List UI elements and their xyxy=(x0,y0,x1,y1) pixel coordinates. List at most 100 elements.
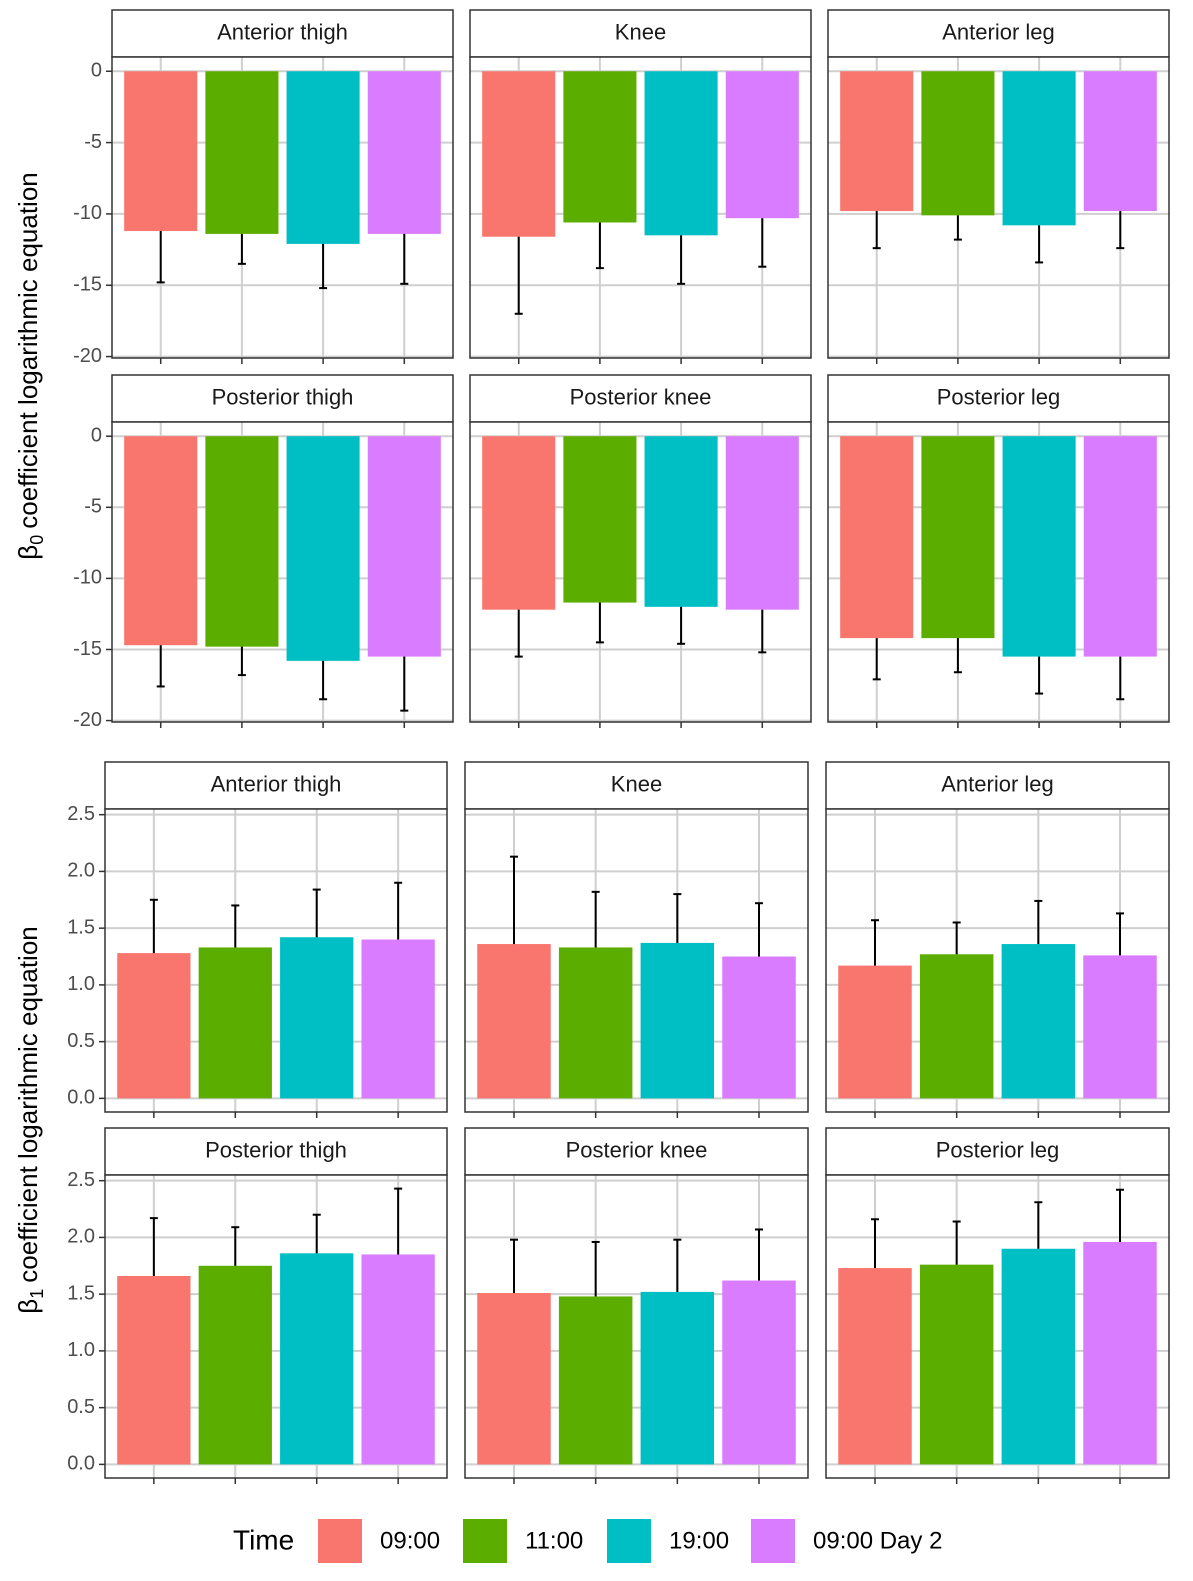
bar xyxy=(1083,955,1157,1099)
y-tick-label: 1.0 xyxy=(67,973,95,995)
facet-strip xyxy=(827,374,1170,423)
bar xyxy=(558,947,633,1099)
bar xyxy=(477,944,551,1099)
bar xyxy=(563,71,637,223)
bar xyxy=(919,1264,994,1465)
bar xyxy=(725,71,799,219)
bar xyxy=(124,436,198,646)
bar xyxy=(1083,436,1157,657)
y-axis-label: β0 coefficient logarithmic equation xyxy=(13,172,47,560)
bar xyxy=(477,1293,551,1465)
panel-border xyxy=(464,808,809,1113)
y-tick-label: 2.5 xyxy=(67,803,95,825)
facet-title: Posterior leg xyxy=(936,1137,1060,1162)
facet-title: Posterior knee xyxy=(566,1137,708,1162)
facet-title: Anterior thigh xyxy=(217,19,348,44)
legend-key xyxy=(607,1519,651,1563)
y-axis-label-subscript: 0 xyxy=(27,535,47,545)
legend-label: 09:00 Day 2 xyxy=(813,1527,942,1554)
bar xyxy=(1002,71,1076,226)
facet-title: Knee xyxy=(615,19,666,44)
bar xyxy=(117,1276,191,1465)
legend-key xyxy=(318,1519,362,1563)
y-tick-label: -15 xyxy=(73,638,102,660)
facet-strip xyxy=(464,1127,809,1176)
y-axis-label-text: coefficient logarithmic equation xyxy=(13,926,43,1283)
bar xyxy=(563,436,637,603)
bar xyxy=(919,954,994,1099)
facet-strip xyxy=(111,374,454,423)
y-tick-label: -15 xyxy=(73,274,102,296)
panel-border xyxy=(827,56,1170,359)
bar xyxy=(198,947,272,1099)
bar xyxy=(482,436,556,610)
y-tick-label: 0.5 xyxy=(67,1396,95,1418)
bar xyxy=(1083,1241,1157,1465)
bar xyxy=(124,71,198,232)
facet-strip xyxy=(827,9,1170,58)
bar xyxy=(644,71,718,236)
bar xyxy=(558,1296,633,1465)
bar xyxy=(1001,1248,1076,1465)
panel-border xyxy=(827,421,1170,723)
legend-label: 11:00 xyxy=(525,1527,583,1554)
y-tick-label: 1.0 xyxy=(67,1339,95,1361)
y-axis-label: β1 coefficient logarithmic equation xyxy=(13,926,47,1314)
facet-title: Posterior knee xyxy=(570,384,712,409)
facet-strip xyxy=(104,1127,448,1176)
bar xyxy=(644,436,718,607)
facet-title: Anterior leg xyxy=(941,771,1054,796)
facet-strip xyxy=(464,761,809,810)
y-tick-label: 0 xyxy=(91,60,102,82)
legend-label: 09:00 xyxy=(380,1527,440,1554)
bar xyxy=(117,953,191,1099)
bar xyxy=(367,436,441,657)
panel-border xyxy=(464,1174,809,1479)
bar xyxy=(1002,436,1076,657)
bar xyxy=(1083,71,1157,212)
y-tick-label: 0.0 xyxy=(67,1453,95,1475)
y-tick-label: 0.0 xyxy=(67,1087,95,1109)
panel-border xyxy=(825,1174,1170,1479)
y-tick-label: 2.5 xyxy=(67,1169,95,1191)
bar xyxy=(205,71,279,234)
facet-title: Posterior thigh xyxy=(205,1137,347,1162)
y-tick-label: 2.0 xyxy=(67,860,95,882)
y-tick-label: 0.5 xyxy=(67,1030,95,1052)
panel-border xyxy=(825,808,1170,1113)
y-tick-label: 1.5 xyxy=(67,916,95,938)
bar xyxy=(205,436,279,647)
bar xyxy=(840,436,914,639)
legend-label: 19:00 xyxy=(669,1527,729,1554)
bar xyxy=(640,1291,715,1465)
bar xyxy=(1001,944,1076,1099)
panel-border xyxy=(111,56,454,359)
y-tick-label: -10 xyxy=(73,567,102,589)
bar xyxy=(921,436,995,639)
facet-title: Knee xyxy=(611,771,662,796)
y-axis-label-text: coefficient logarithmic equation xyxy=(13,172,43,529)
bar xyxy=(840,71,914,212)
bar xyxy=(640,942,715,1099)
facet-strip xyxy=(825,761,1170,810)
bar xyxy=(361,939,435,1099)
facet-title: Posterior thigh xyxy=(212,384,354,409)
bar xyxy=(838,1268,912,1465)
facet-title: Anterior leg xyxy=(942,19,1055,44)
bar xyxy=(361,1254,435,1465)
bar xyxy=(482,71,556,237)
y-tick-label: -5 xyxy=(84,496,102,518)
bar xyxy=(725,436,799,610)
panel-border xyxy=(104,808,448,1113)
facet-title: Anterior thigh xyxy=(211,771,342,796)
facet-strip xyxy=(825,1127,1170,1176)
y-axis-label-symbol: β xyxy=(13,1299,43,1314)
panel-border xyxy=(104,1174,448,1479)
bar xyxy=(286,71,360,244)
facet-strip xyxy=(469,374,812,423)
legend-title: Time xyxy=(233,1524,294,1555)
bar xyxy=(280,937,354,1099)
facet-strip xyxy=(111,9,454,58)
